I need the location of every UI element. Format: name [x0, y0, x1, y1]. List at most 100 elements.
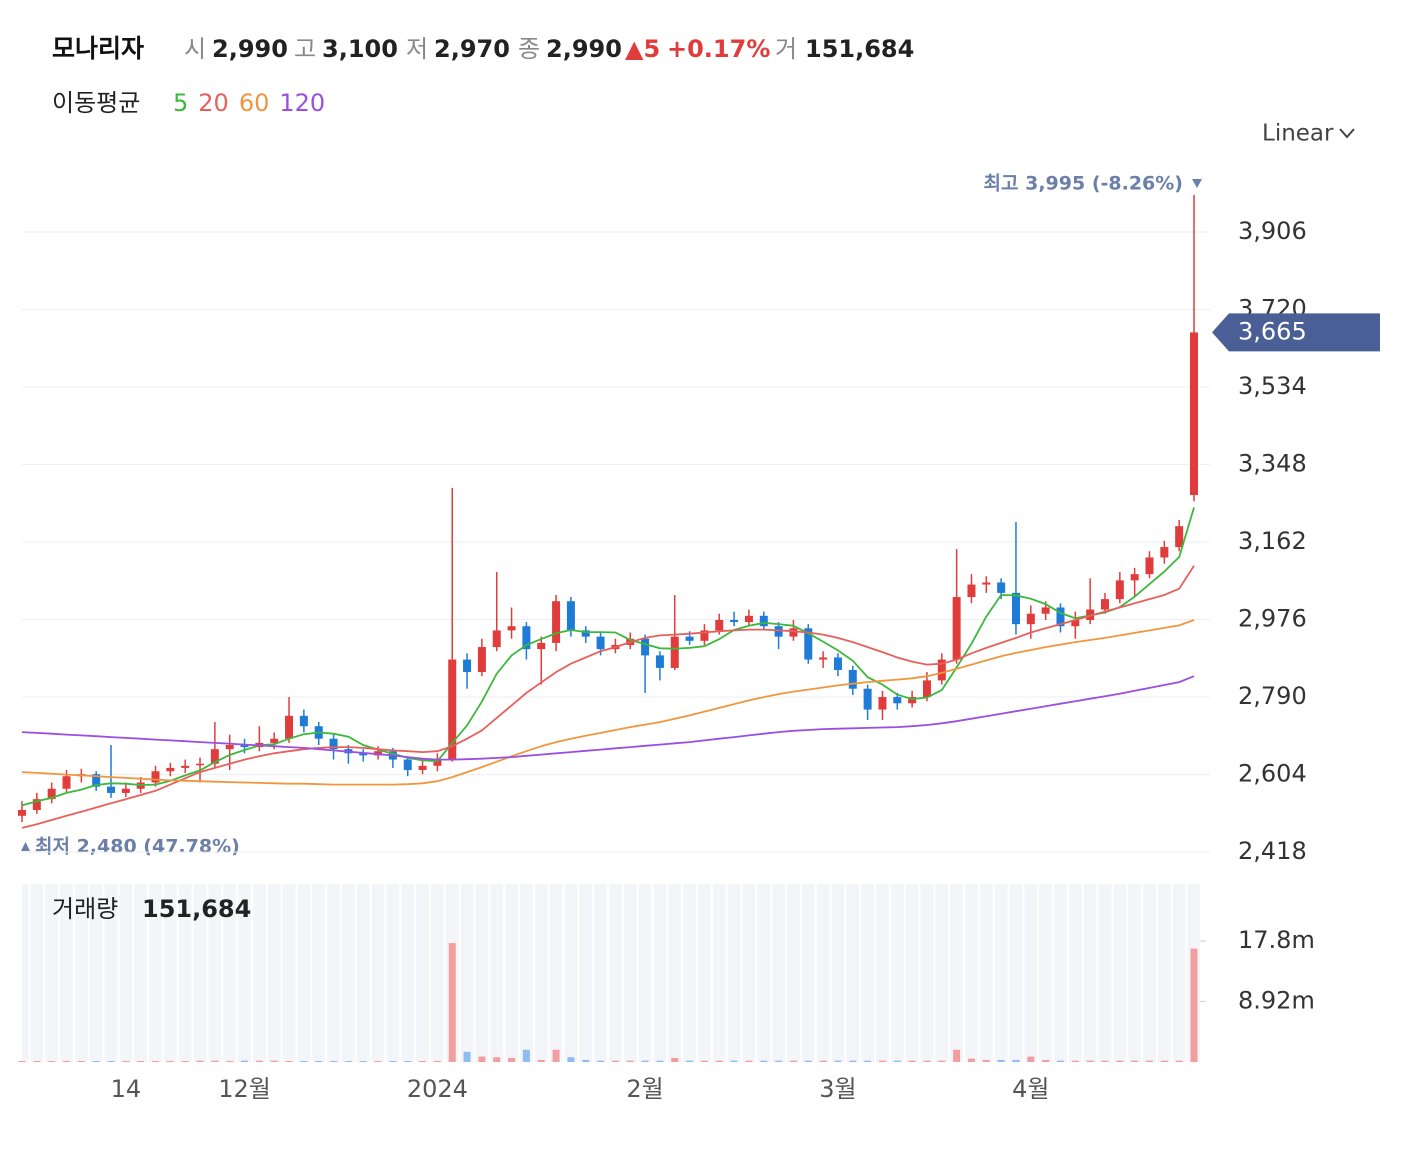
change-pct: +0.17% — [667, 35, 770, 63]
volume-bar — [18, 1060, 26, 1062]
ma-line — [21, 619, 1195, 786]
volume-bar — [849, 1060, 857, 1062]
volume-bar — [997, 1059, 1005, 1062]
candle-body — [1026, 613, 1035, 625]
volume-bar — [789, 1060, 797, 1062]
volume-bar — [211, 1060, 219, 1062]
candle-body — [1175, 526, 1184, 548]
volume-bar — [63, 1060, 71, 1062]
candle-body — [789, 628, 798, 637]
candle-body — [1071, 619, 1080, 627]
volume-bar — [92, 1060, 100, 1062]
volume-bar — [730, 1060, 738, 1062]
volume-bar — [982, 1059, 990, 1062]
quote-value: 2,990 — [546, 35, 622, 63]
candle-body — [685, 636, 694, 641]
quote-value: 2,990 — [212, 35, 288, 63]
volume-bar — [582, 1059, 590, 1062]
legend-entry: 20 — [198, 89, 229, 117]
quote-label: 거 — [775, 35, 797, 63]
candle-body — [670, 636, 679, 668]
stock-name: 모나리자 — [52, 34, 144, 63]
scale-selector[interactable]: Linear — [1262, 121, 1334, 147]
candle-body — [997, 582, 1006, 593]
candle-body — [537, 642, 546, 650]
candle-body — [18, 809, 26, 816]
candle-body — [181, 765, 190, 768]
volume-bar — [1027, 1056, 1035, 1062]
candle-body — [982, 582, 991, 585]
y-tick-label: 2,604 — [1238, 760, 1307, 788]
candle-body — [1190, 332, 1198, 495]
x-tick-label: 2월 — [626, 1075, 663, 1103]
y-tick-label: 2,418 — [1238, 837, 1307, 865]
volume-bar — [166, 1060, 174, 1062]
volume-bar — [300, 1060, 308, 1062]
volume-bar — [107, 1060, 115, 1062]
volume-bar — [1175, 1060, 1183, 1062]
volume-bar — [760, 1060, 768, 1062]
candle-body — [463, 659, 472, 673]
volume-tick-label: 17.8m — [1238, 926, 1315, 954]
price-tag-label: 3,665 — [1238, 317, 1307, 345]
candle-body — [62, 776, 71, 789]
volume-bar — [1160, 1060, 1168, 1062]
volume-bar — [641, 1060, 649, 1062]
candle-body — [908, 697, 917, 704]
volume-bar — [1086, 1060, 1094, 1062]
candle-body — [878, 697, 887, 710]
volume-bar — [463, 1051, 471, 1062]
volume-bar — [77, 1060, 85, 1062]
candle-body — [804, 628, 813, 660]
volume-bar — [1101, 1060, 1109, 1062]
quote-value: 3,100 — [322, 35, 398, 63]
ma-title: 이동평균 — [52, 89, 140, 117]
volume-bar — [33, 1060, 41, 1062]
volume-bar — [285, 1060, 293, 1062]
candle-body — [922, 680, 931, 698]
volume-bar — [493, 1057, 501, 1062]
quote-label: 저 — [406, 35, 428, 63]
volume-bar — [700, 1060, 708, 1062]
candle-body — [581, 630, 590, 637]
volume-bar — [508, 1057, 516, 1062]
candle-body — [1100, 599, 1109, 610]
volume-bar — [522, 1049, 530, 1062]
candle-body — [418, 765, 427, 770]
candle-body — [47, 788, 56, 800]
volume-bar — [938, 1060, 946, 1062]
volume-bar — [1056, 1060, 1064, 1062]
volume-bar — [270, 1060, 278, 1062]
y-tick-label: 3,534 — [1238, 372, 1307, 400]
volume-bar — [908, 1060, 916, 1062]
volume-bar — [552, 1049, 560, 1062]
x-tick-label: 12월 — [218, 1075, 271, 1103]
y-tick-label: 3,348 — [1238, 450, 1307, 478]
candle-body — [225, 744, 234, 750]
quote-label: 고 — [294, 35, 316, 63]
volume-bar — [819, 1060, 827, 1062]
low-annotation: 최저 2,480 (47.78%) — [35, 836, 240, 858]
quote-value: 151,684 — [805, 35, 914, 63]
volume-bar — [1071, 1060, 1079, 1062]
candle-body — [952, 597, 961, 660]
candle-body — [1041, 607, 1050, 614]
volume-bar — [359, 1060, 367, 1062]
candle-body — [196, 763, 205, 766]
y-tick-label: 3,162 — [1238, 527, 1307, 555]
candle-body — [492, 630, 501, 648]
chevron[interactable] — [1339, 128, 1355, 139]
quote-value: 2,970 — [434, 35, 510, 63]
ma-line — [21, 565, 1195, 829]
candle-body — [715, 619, 724, 631]
volume-tick-label: 8.92m — [1238, 986, 1315, 1014]
volume-bar — [804, 1060, 812, 1062]
volume-bar — [374, 1060, 382, 1062]
candle-body — [759, 615, 768, 627]
candle-body — [774, 626, 783, 637]
candle-body — [1011, 592, 1020, 625]
volume-title: 거래량 — [52, 895, 118, 923]
volume-bar — [226, 1060, 234, 1062]
volume-bar — [597, 1060, 605, 1062]
x-tick-label: 2024 — [407, 1075, 468, 1103]
